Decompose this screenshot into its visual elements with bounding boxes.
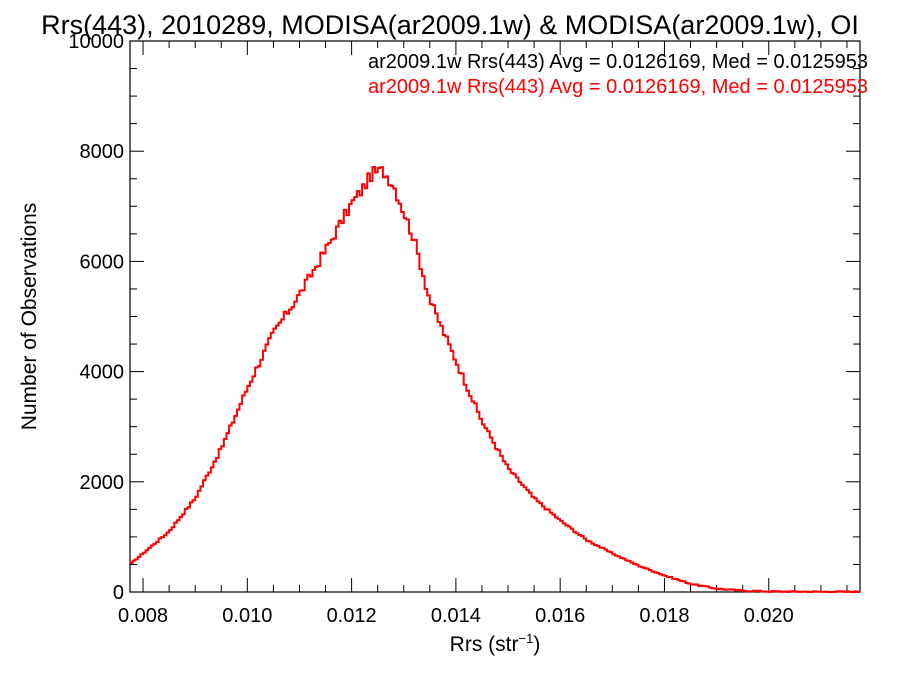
- x-axis-label-superscript: −1: [519, 631, 534, 646]
- x-tick-label: 0.014: [431, 605, 481, 627]
- x-tick-label: 0.020: [744, 605, 794, 627]
- x-axis-label-close: ): [533, 633, 540, 656]
- plot-frame: [129, 40, 861, 593]
- x-tick-label: 0.012: [327, 605, 377, 627]
- y-tick-label: 4000: [80, 362, 125, 384]
- y-axis-label: Number of Observations: [18, 203, 41, 431]
- legend-entry: ar2009.1w Rrs(443) Avg = 0.0126169, Med …: [368, 76, 868, 98]
- histogram-series-line: [130, 165, 860, 593]
- chart-title: Rrs(443), 2010289, MODISA(ar2009.1w) & M…: [41, 10, 859, 40]
- x-tick-label: 0.010: [222, 605, 272, 627]
- x-tick-label: 0.008: [118, 605, 168, 627]
- y-tick-label: 8000: [80, 141, 125, 163]
- x-axis-label: Rrs (str−1): [450, 631, 541, 656]
- legend-entry: ar2009.1w Rrs(443) Avg = 0.0126169, Med …: [368, 51, 868, 73]
- x-tick-label: 0.016: [535, 605, 585, 627]
- y-tick-label: 0: [113, 582, 124, 604]
- x-axis-label-base: Rrs (str: [450, 633, 519, 656]
- y-tick-label: 10000: [68, 31, 124, 53]
- y-tick-label: 2000: [80, 472, 125, 494]
- y-tick-label: 6000: [80, 251, 125, 273]
- x-tick-label: 0.018: [639, 605, 689, 627]
